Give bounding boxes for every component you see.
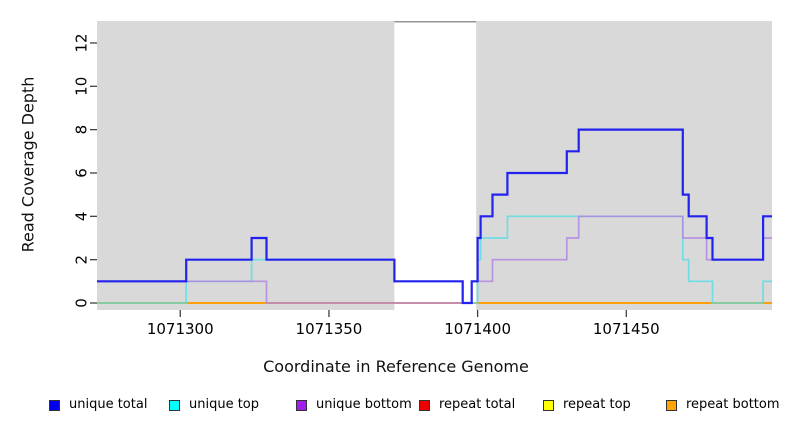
y-axis-tick-label: 10	[73, 77, 91, 96]
legend-item-repeat-top: repeat top	[543, 398, 631, 412]
legend-label: repeat total	[439, 397, 516, 412]
y-axis-tick-label: 12	[73, 33, 91, 52]
series-line-unique-total	[97, 128, 772, 305]
legend-label: repeat top	[563, 397, 631, 412]
repeat-top-swatch-icon	[543, 399, 554, 411]
x-axis-tick-label: 1071400	[444, 320, 511, 338]
unique-bottom-swatch-icon	[296, 399, 307, 411]
y-axis-tick-label: 8	[73, 125, 91, 135]
repeat-bottom-swatch-icon	[666, 399, 677, 411]
legend-label: unique bottom	[316, 397, 412, 412]
x-axis-title: Coordinate in Reference Genome	[263, 357, 529, 376]
legend-item-unique-bottom: unique bottom	[296, 398, 412, 412]
legend-label: unique total	[69, 397, 148, 412]
legend-item-unique-total: unique total	[49, 398, 147, 412]
y-axis-tick-label: 2	[73, 255, 91, 265]
y-axis-tick-label: 6	[73, 168, 91, 178]
repeat-total-swatch-icon	[419, 399, 430, 411]
legend-item-repeat-bottom: repeat bottom	[666, 398, 780, 412]
legend-label: repeat bottom	[686, 397, 780, 412]
no-data-gap-band	[394, 21, 477, 310]
y-axis-tick-label: 4	[73, 212, 91, 222]
x-axis-tick-label: 1071300	[147, 320, 214, 338]
x-axis-tick-label: 1071450	[593, 320, 660, 338]
legend-item-unique-top: unique top	[169, 398, 259, 412]
series-line-unique-top	[97, 215, 772, 304]
y-axis-title: Read Coverage Depth	[18, 76, 38, 253]
unique-total-swatch-icon	[49, 399, 60, 411]
y-axis-tick-label: 0	[73, 298, 91, 308]
x-axis-tick-label: 1071350	[296, 320, 363, 338]
unique-top-swatch-icon	[169, 399, 180, 411]
legend-item-repeat-total: repeat total	[419, 398, 515, 412]
legend-label: unique top	[189, 397, 260, 412]
chart-legend: unique total unique top unique bottom re…	[0, 398, 792, 418]
